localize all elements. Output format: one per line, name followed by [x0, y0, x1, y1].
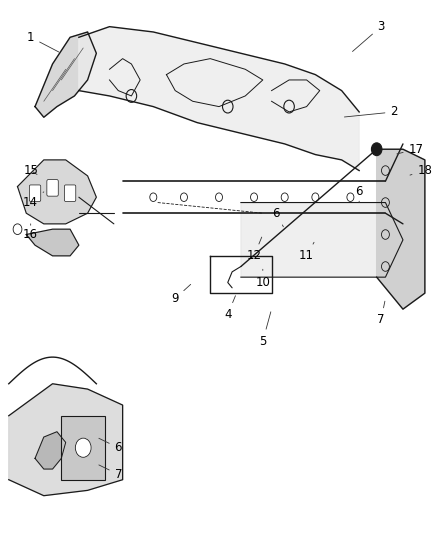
- Text: 1: 1: [27, 31, 59, 52]
- Polygon shape: [18, 160, 96, 224]
- Polygon shape: [35, 432, 66, 469]
- Text: 6: 6: [355, 185, 363, 203]
- Circle shape: [371, 143, 382, 156]
- Polygon shape: [9, 384, 123, 496]
- Text: 5: 5: [259, 312, 271, 348]
- Text: 7: 7: [99, 465, 122, 481]
- FancyBboxPatch shape: [9, 160, 118, 256]
- Text: 10: 10: [255, 269, 270, 289]
- Text: 6: 6: [272, 207, 283, 227]
- Polygon shape: [26, 229, 79, 256]
- FancyBboxPatch shape: [64, 185, 76, 201]
- Text: 17: 17: [397, 143, 424, 156]
- Text: 11: 11: [299, 243, 314, 262]
- Text: 12: 12: [247, 237, 262, 262]
- Circle shape: [75, 438, 91, 457]
- Polygon shape: [35, 32, 96, 117]
- FancyBboxPatch shape: [47, 180, 58, 196]
- Polygon shape: [79, 27, 359, 171]
- Text: 9: 9: [171, 285, 191, 305]
- Text: 14: 14: [23, 192, 44, 209]
- Text: 18: 18: [410, 164, 432, 177]
- Text: 7: 7: [377, 301, 385, 326]
- Polygon shape: [241, 203, 403, 277]
- FancyBboxPatch shape: [61, 416, 105, 480]
- Text: 16: 16: [23, 224, 38, 241]
- Text: 15: 15: [23, 164, 38, 177]
- Text: 2: 2: [344, 106, 398, 118]
- Text: 6: 6: [99, 438, 122, 454]
- Polygon shape: [377, 149, 425, 309]
- Text: 3: 3: [353, 20, 385, 52]
- FancyBboxPatch shape: [29, 185, 41, 201]
- Text: 4: 4: [224, 296, 236, 321]
